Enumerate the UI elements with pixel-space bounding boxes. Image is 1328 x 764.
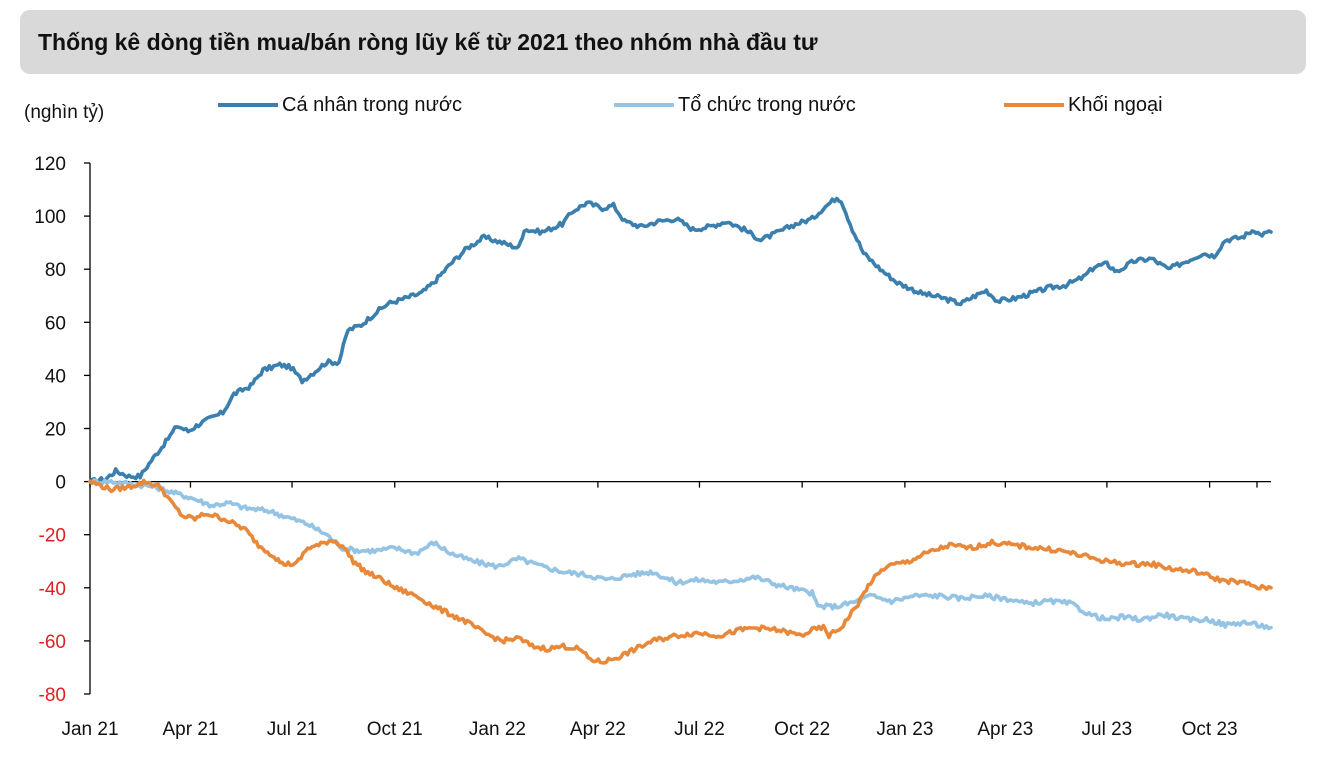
legend-item-individual: Cá nhân trong nước xyxy=(218,91,462,119)
x-tick-label: Apr 21 xyxy=(162,719,218,740)
y-tick-label: 40 xyxy=(45,366,66,387)
legend-label-individual: Cá nhân trong nước xyxy=(282,93,462,116)
legend-label-foreign: Khối ngoại xyxy=(1068,93,1163,116)
chart-title: Thống kê dòng tiền mua/bán ròng lũy kế t… xyxy=(38,28,818,55)
x-tick-label: Jul 21 xyxy=(267,719,318,740)
series-line-individual xyxy=(88,196,1273,485)
y-tick-label: 60 xyxy=(45,313,66,334)
legend-item-foreign: Khối ngoại xyxy=(1004,91,1163,119)
y-axis-unit-label: (nghìn tỷ) xyxy=(24,102,105,123)
y-tick-label: 0 xyxy=(55,473,66,494)
legend-swatch-individual xyxy=(218,103,278,107)
x-tick-label: Apr 23 xyxy=(977,719,1033,740)
x-tick-label: Jul 22 xyxy=(674,719,725,740)
legend-swatch-institution xyxy=(614,103,674,107)
x-tick-label: Jan 22 xyxy=(469,719,526,740)
y-tick-label: 100 xyxy=(34,207,66,228)
series-line-foreign xyxy=(88,478,1273,665)
legend-item-institution: Tổ chức trong nước xyxy=(614,91,856,119)
chart-title-bar: Thống kê dòng tiền mua/bán ròng lũy kế t… xyxy=(20,10,1306,74)
series-line-institution xyxy=(88,478,1273,631)
legend-swatch-foreign xyxy=(1004,103,1064,107)
legend-label-institution: Tổ chức trong nước xyxy=(678,93,856,116)
y-tick-label: -40 xyxy=(39,579,66,600)
y-tick-label: -60 xyxy=(39,632,66,653)
y-tick-label: -20 xyxy=(39,526,66,547)
y-tick-label: 20 xyxy=(45,420,66,441)
y-tick-label: 80 xyxy=(45,260,66,281)
x-tick-label: Apr 22 xyxy=(570,719,626,740)
x-tick-label: Oct 22 xyxy=(774,719,830,740)
x-tick-label: Jan 23 xyxy=(876,719,933,740)
y-tick-label: 120 xyxy=(34,154,66,175)
x-tick-label: Oct 23 xyxy=(1182,719,1238,740)
x-tick-label: Jan 21 xyxy=(61,719,118,740)
x-tick-label: Jul 23 xyxy=(1082,719,1133,740)
y-tick-label: -80 xyxy=(39,685,66,706)
x-tick-label: Oct 21 xyxy=(367,719,423,740)
